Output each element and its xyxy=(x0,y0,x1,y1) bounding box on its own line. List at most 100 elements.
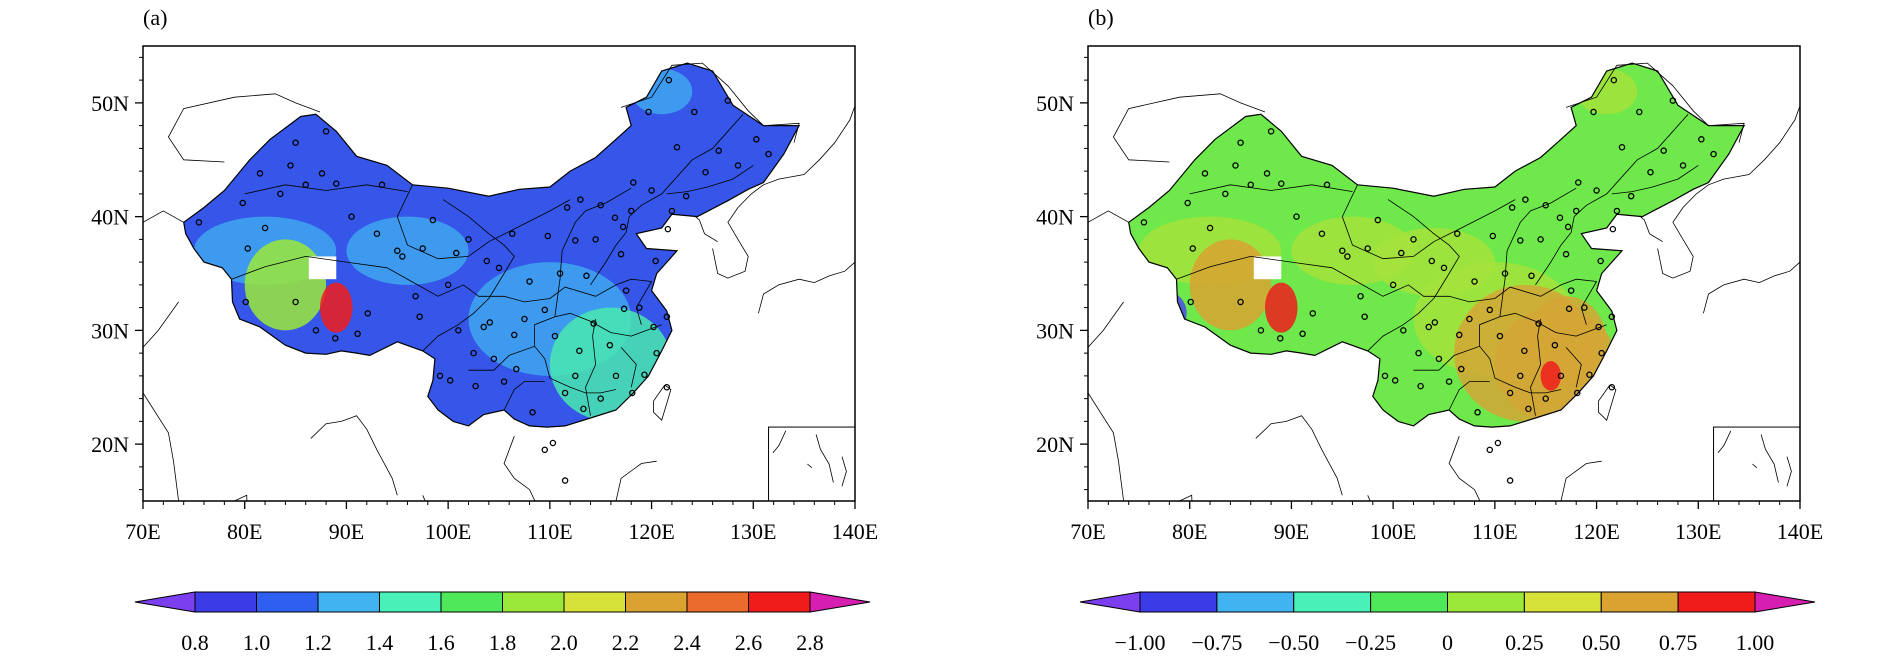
coastline xyxy=(1696,104,1800,195)
province-border xyxy=(1448,381,1490,411)
colorbar-upper-extension xyxy=(809,591,871,613)
coastline xyxy=(615,460,657,501)
province-border xyxy=(231,255,439,297)
station-marker xyxy=(287,162,294,169)
province-border xyxy=(590,114,744,286)
colorbar-box xyxy=(563,591,626,613)
station-marker xyxy=(302,181,309,189)
station-marker xyxy=(1361,313,1368,320)
station-marker xyxy=(513,365,520,373)
province-border xyxy=(396,184,571,260)
station-marker xyxy=(665,76,673,84)
station-marker xyxy=(592,236,599,243)
station-marker xyxy=(1189,245,1197,252)
y-tick-label: 30N xyxy=(1036,318,1074,343)
station-marker xyxy=(1206,224,1214,232)
station-marker xyxy=(354,330,361,338)
station-marker xyxy=(620,305,628,313)
x-tick-label: 90E xyxy=(329,519,364,544)
station-marker xyxy=(597,395,604,402)
x-tick-label: 140E xyxy=(1777,519,1823,544)
station-marker xyxy=(1267,128,1275,135)
missing-data-box xyxy=(308,256,337,280)
colorbar-label: 1.6 xyxy=(427,630,455,655)
field-patch xyxy=(1540,361,1561,391)
coastline xyxy=(234,494,248,501)
station-marker xyxy=(765,150,772,158)
country-border xyxy=(1128,62,1746,428)
station-marker xyxy=(576,347,583,355)
station-marker xyxy=(1257,327,1265,334)
inset-coast xyxy=(841,456,847,487)
station-marker xyxy=(322,128,330,135)
station-marker xyxy=(1453,230,1461,237)
colorbar-box xyxy=(1600,591,1679,613)
map-area xyxy=(1088,62,1800,501)
station-marker xyxy=(1456,331,1463,339)
station-marker xyxy=(1389,281,1397,289)
station-marker xyxy=(1293,213,1300,220)
station-marker xyxy=(239,199,246,207)
station-marker xyxy=(348,213,355,220)
province-border xyxy=(1387,199,1460,299)
coastline xyxy=(143,392,179,501)
province-border xyxy=(468,345,617,394)
station-marker xyxy=(1344,253,1351,260)
colorbar-label: 2.0 xyxy=(550,630,578,655)
colorbar-upper-extension xyxy=(1754,591,1816,613)
station-marker xyxy=(1466,315,1473,323)
inset-coast xyxy=(1717,430,1732,454)
station-marker xyxy=(500,378,508,385)
station-marker xyxy=(472,382,479,390)
station-marker xyxy=(541,446,549,454)
y-tick-label: 40N xyxy=(1036,205,1074,230)
station-marker xyxy=(1608,313,1616,320)
station-marker xyxy=(715,147,722,154)
station-marker xyxy=(1494,439,1502,447)
inset-coast xyxy=(772,430,787,454)
station-marker xyxy=(416,313,423,320)
station-marker xyxy=(511,331,518,339)
station-marker xyxy=(1647,169,1654,176)
coastline xyxy=(1255,415,1343,496)
station-marker xyxy=(1398,249,1405,257)
field-patch xyxy=(1141,290,1187,337)
colorbar-label: 0 xyxy=(1442,630,1453,655)
station-marker xyxy=(1400,327,1407,334)
station-marker xyxy=(1593,187,1600,194)
colorbar: 0.8 1.0 1.2 1.4 1.6 1.8 2.0 2.2 2.4 2.6 2.8 xyxy=(134,591,871,655)
station-marker xyxy=(1222,190,1229,198)
colorbar-label: −0.50 xyxy=(1268,630,1319,655)
station-marker xyxy=(1357,292,1364,300)
coastline xyxy=(503,436,536,501)
colorbar: −1.00 −0.75 −0.50 −0.25 0 0.25 0.50 0.75 1.00 xyxy=(1079,591,1816,655)
country-border xyxy=(183,62,801,428)
station-marker xyxy=(549,439,557,447)
station-marker xyxy=(724,97,732,104)
station-marker xyxy=(521,315,528,323)
station-marker xyxy=(541,306,549,314)
y-tick-label: 50N xyxy=(1036,91,1074,116)
coastline xyxy=(857,155,909,196)
station-marker xyxy=(691,108,698,116)
x-tick-label: 110E xyxy=(527,519,573,544)
province-border xyxy=(1479,312,1607,347)
station-marker xyxy=(333,180,340,187)
province-border xyxy=(534,312,662,347)
station-marker xyxy=(619,223,627,231)
station-marker xyxy=(490,355,498,363)
field-patch xyxy=(631,68,693,115)
x-tick-label: 80E xyxy=(1172,519,1207,544)
station-marker xyxy=(1140,219,1148,226)
station-marker xyxy=(583,272,590,280)
station-marker xyxy=(668,207,676,215)
province-border xyxy=(422,298,490,352)
station-marker xyxy=(1542,201,1549,209)
colorbar-box xyxy=(1139,591,1218,613)
colorbar-box xyxy=(317,591,380,613)
province-border xyxy=(1176,255,1384,297)
station-marker xyxy=(1562,250,1570,258)
colorbar-box xyxy=(194,591,257,613)
colorbar-box xyxy=(256,591,319,613)
station-marker xyxy=(1598,349,1605,357)
